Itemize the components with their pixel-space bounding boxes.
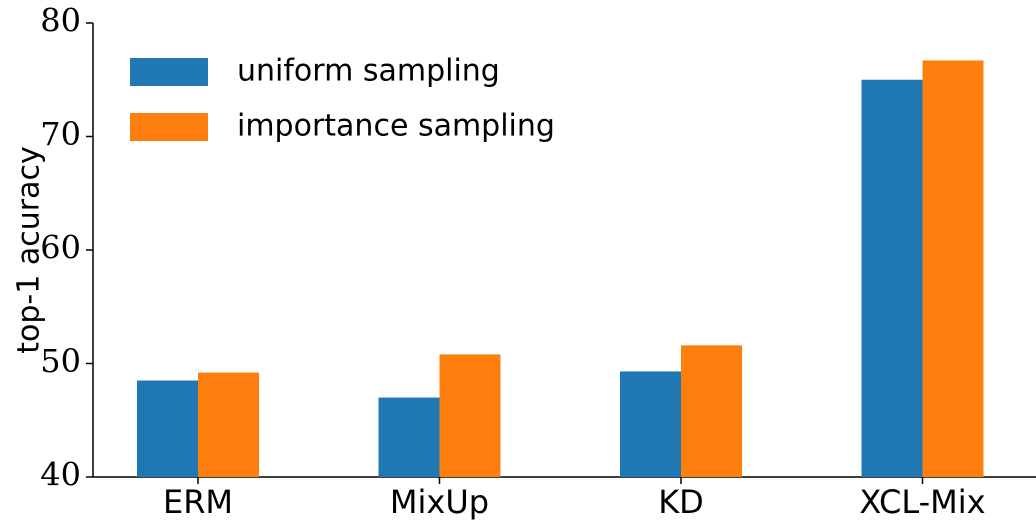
x-tick-label: MixUp <box>390 483 489 521</box>
y-axis-label: top-1 acuracy <box>12 146 47 353</box>
bar <box>198 372 259 477</box>
x-tick-label: KD <box>658 483 704 521</box>
y-tick-label: 80 <box>40 2 81 40</box>
bar <box>861 79 923 477</box>
bar <box>378 397 440 477</box>
legend-swatch <box>130 113 208 141</box>
bar <box>681 345 742 477</box>
bar <box>620 371 681 477</box>
y-tick-label: 60 <box>40 229 81 267</box>
y-tick-label: 70 <box>40 115 81 153</box>
bar <box>439 354 501 477</box>
x-tick-label: XCL-Mix <box>859 483 985 521</box>
y-tick-label: 40 <box>40 456 81 494</box>
y-tick-label: 50 <box>40 342 81 380</box>
x-tick-label: ERM <box>163 483 233 521</box>
bar <box>137 380 198 477</box>
legend-swatch <box>130 58 208 86</box>
legend-label: uniform sampling <box>237 54 500 89</box>
bar <box>922 60 984 478</box>
legend-label: importance sampling <box>237 109 555 144</box>
